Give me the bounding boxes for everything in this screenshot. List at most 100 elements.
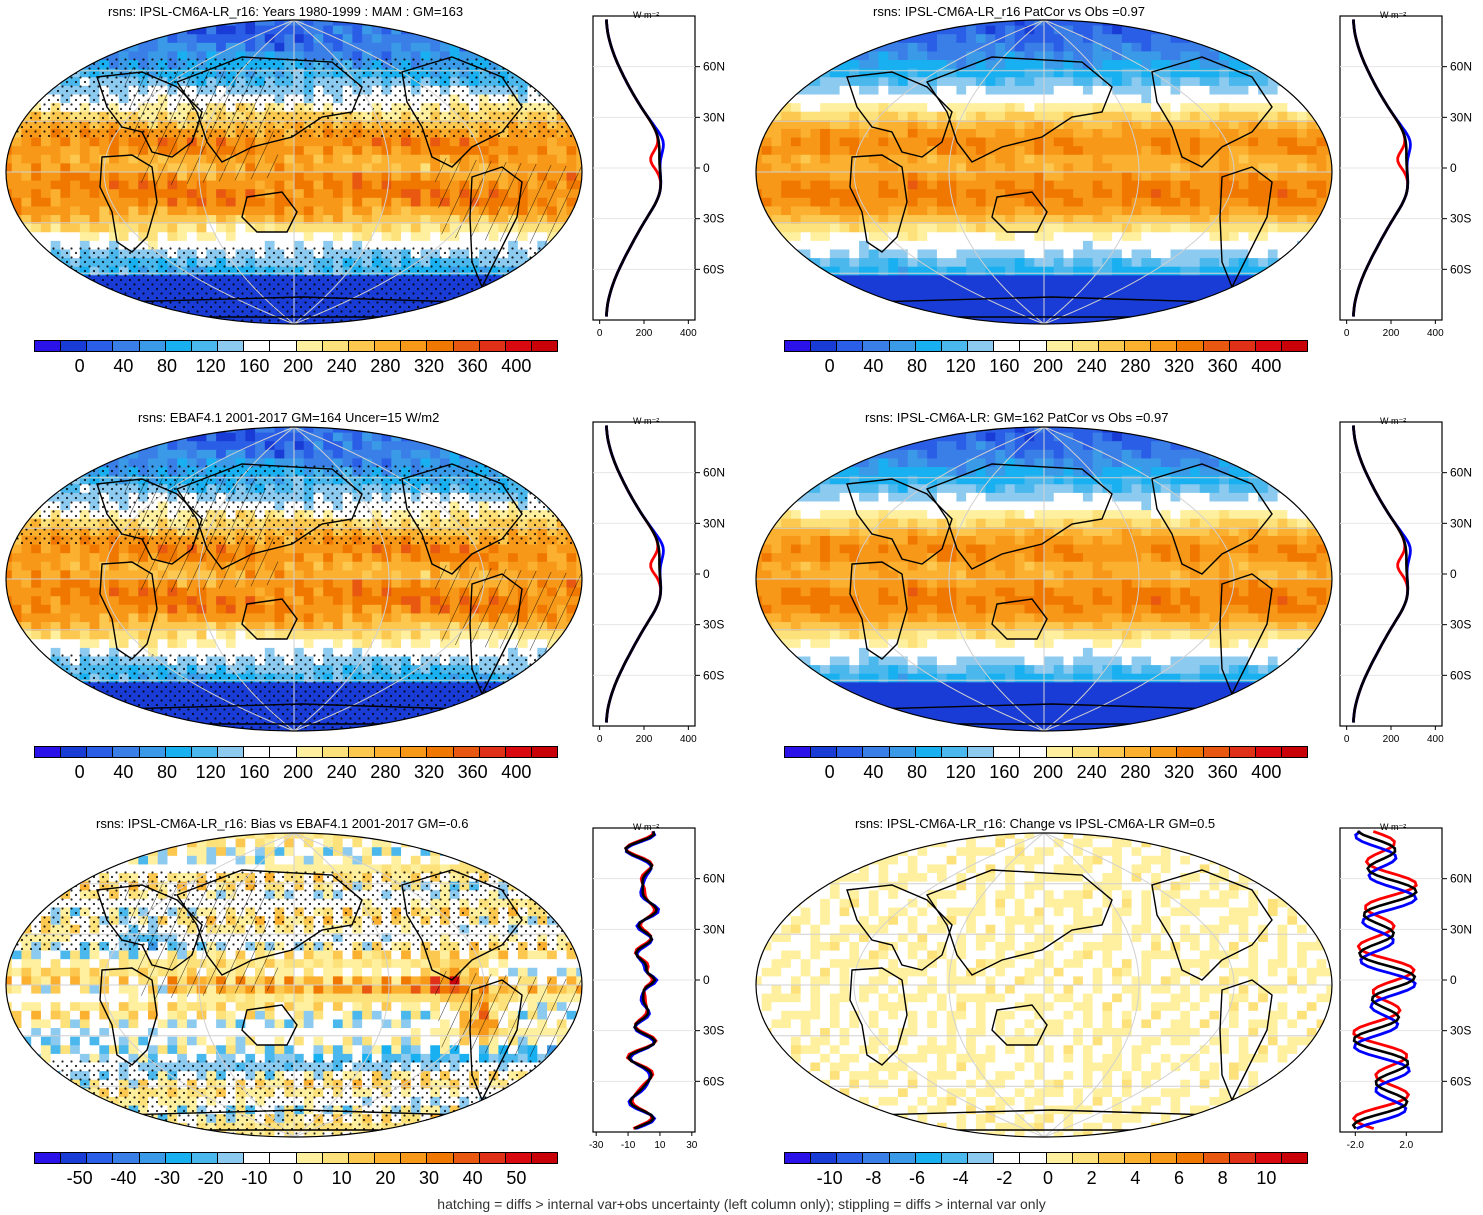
profile-lat-label: 30N <box>703 110 725 124</box>
colorbar-swatch <box>244 341 271 351</box>
panel2-map <box>755 19 1333 325</box>
colorbar-swatch <box>1151 341 1178 351</box>
profile-value-label: 10 <box>654 1140 666 1151</box>
colorbar-swatch <box>915 341 942 351</box>
colorbar-swatch <box>915 1153 942 1163</box>
colorbar-tick-label: -30 <box>153 1168 181 1188</box>
profile-lat-label: 60N <box>1450 466 1472 480</box>
colorbar-swatch <box>1177 1153 1204 1163</box>
colorbar-swatch <box>139 747 166 757</box>
colorbar-tick-label: 360 <box>457 356 488 376</box>
colorbar-tick-label: 200 <box>1032 356 1064 376</box>
colorbar-swatch <box>837 341 864 351</box>
profile-lat-label: 30S <box>1450 618 1471 632</box>
profile-value-label: 400 <box>1427 734 1444 745</box>
colorbar-swatch <box>61 1153 88 1163</box>
colorbar-swatch <box>941 1153 969 1163</box>
colorbar-swatch <box>270 1153 297 1163</box>
colorbar-swatch <box>1281 747 1308 757</box>
colorbar-swatch <box>785 341 812 351</box>
colorbar-swatch <box>165 747 192 757</box>
colorbar-swatch <box>113 341 140 351</box>
profile-lat-label: 60S <box>1450 1074 1471 1088</box>
profile-value-label: 400 <box>680 328 697 339</box>
colorbar-swatch <box>1177 341 1204 351</box>
profile-lat-label: 0 <box>1450 567 1457 581</box>
colorbar-swatch <box>427 747 454 757</box>
colorbar-tick-label: 400 <box>501 356 532 376</box>
colorbar-tick-label: 120 <box>195 356 226 376</box>
colorbar-tick-label: 10 <box>331 1168 352 1188</box>
map-field <box>6 427 582 731</box>
colorbar-swatch <box>968 1153 995 1163</box>
colorbar-swatch <box>87 747 114 757</box>
colorbar-swatch <box>889 747 916 757</box>
profile-lat-label: 60S <box>1450 262 1471 276</box>
profile-series-line <box>624 831 659 1130</box>
colorbar-swatch <box>296 747 323 757</box>
colorbar-swatch <box>1177 747 1204 757</box>
colorbar-swatch <box>915 747 942 757</box>
colorbar-tick-label: 280 <box>1120 762 1151 782</box>
colorbar-swatch <box>941 341 969 351</box>
colorbar-tick-label: 160 <box>239 356 270 376</box>
panel6-colorbar <box>784 1152 1308 1164</box>
colorbar-tick-label: 80 <box>156 356 178 376</box>
colorbar-swatch <box>811 747 838 757</box>
hatching <box>122 880 582 1060</box>
colorbar-tick-label: 30 <box>418 1168 440 1188</box>
colorbar-tick-label: 40 <box>113 762 134 782</box>
profile-lat-label: 30N <box>703 516 725 530</box>
colorbar-swatch <box>191 747 219 757</box>
colorbar-tick-label: 360 <box>1207 762 1238 782</box>
colorbar-tick-label: 80 <box>906 762 928 782</box>
colorbar-swatch <box>505 341 532 351</box>
profile-unit: W m⁻² <box>1380 822 1406 832</box>
colorbar-swatch <box>427 1153 454 1163</box>
colorbar-swatch <box>811 341 838 351</box>
profile-lat-label: 30S <box>1450 212 1471 226</box>
colorbar-tick-label: 320 <box>413 762 445 782</box>
colorbar-tick-label: -50 <box>66 1168 93 1188</box>
colorbar-tick-label: 2 <box>1086 1168 1097 1188</box>
colorbar-swatch <box>1072 341 1099 351</box>
profile-lat-label: 30S <box>703 618 724 632</box>
colorbar-swatch <box>322 747 349 757</box>
colorbar-swatch <box>139 1153 166 1163</box>
panel1-map <box>5 19 583 325</box>
colorbar-swatch <box>401 341 428 351</box>
colorbar-tick-label: 200 <box>1032 762 1064 782</box>
colorbar-swatch <box>1151 747 1178 757</box>
colorbar-tick-label: 10 <box>1256 1168 1277 1188</box>
profile-value-label: 0 <box>1344 734 1350 745</box>
colorbar-swatch <box>1125 1153 1152 1163</box>
colorbar-swatch <box>244 1153 271 1163</box>
colorbar-tick-label: 280 <box>370 356 401 376</box>
colorbar-swatch <box>1281 341 1308 351</box>
colorbar-swatch <box>1255 747 1282 757</box>
colorbar-swatch <box>994 341 1021 351</box>
profile-lat-label: 60S <box>1450 668 1471 682</box>
colorbar-swatch <box>35 747 62 757</box>
panel5-colorbar-labels: -50 -40 -30 -20 -10 0 10 20 30 40 50 <box>34 1168 558 1190</box>
colorbar-tick-label: 0 <box>1042 1168 1054 1188</box>
map-border <box>755 832 1333 1138</box>
colorbar-tick-label: -40 <box>110 1168 137 1188</box>
colorbar-swatch <box>505 747 532 757</box>
colorbar-tick-label: 50 <box>506 1168 527 1188</box>
panel1-colorbar-labels: 0 40 80 120 160 200 240 280 320 360 400 <box>34 356 558 378</box>
colorbar-swatch <box>322 1153 349 1163</box>
colorbar-tick-label: 400 <box>1251 762 1282 782</box>
profile-value-label: -2.0 <box>1347 1140 1365 1151</box>
colorbar-tick-label: 320 <box>1163 356 1195 376</box>
colorbar-swatch <box>218 341 245 351</box>
graticule <box>6 833 582 1137</box>
colorbar-swatch <box>453 1153 480 1163</box>
colorbar-tick-label: 0 <box>824 762 835 782</box>
colorbar-swatch <box>87 341 114 351</box>
map-border <box>755 426 1333 732</box>
colorbar-tick-label: -10 <box>241 1168 268 1188</box>
profile-unit: W m⁻² <box>633 10 659 20</box>
colorbar-tick-label: 280 <box>370 762 401 782</box>
colorbar-swatch <box>1046 747 1073 757</box>
